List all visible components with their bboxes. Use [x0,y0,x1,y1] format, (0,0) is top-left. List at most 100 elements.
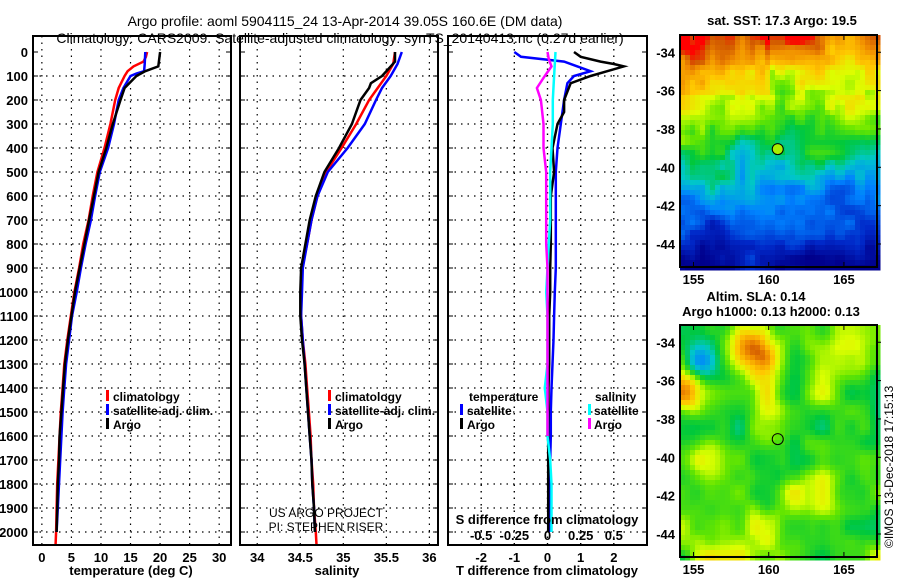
heatmap-cell [805,445,811,451]
heatmap-cell [860,50,866,56]
heatmap-cell [750,400,756,406]
heatmap-cell [685,550,691,556]
heatmap-cell [840,120,846,126]
heatmap-cell [685,60,691,66]
heatmap-cell [760,490,766,496]
legend-swatch-t-argo [460,418,463,429]
heatmap-cell [800,330,806,336]
heatmap-cell [685,510,691,516]
heatmap-cell [760,390,766,396]
y-tick-label: -38 [656,122,675,137]
heatmap-cell [730,185,736,191]
heatmap-cell [780,210,786,216]
legend-title-salinity: salinity [595,390,637,404]
heatmap-cell [835,325,841,331]
heatmap-cell [850,65,856,71]
x-tick-label: 36 [422,550,436,565]
heatmap-cell [755,400,761,406]
heatmap-cell [765,40,771,46]
heatmap-cell [835,250,841,256]
heatmap-cell [870,410,876,416]
heatmap-cell [690,360,696,366]
heatmap-cell [845,195,851,201]
heatmap-cell [850,370,856,376]
heatmap-cell [730,445,736,451]
heatmap-cell [720,450,726,456]
heatmap-cell [760,245,766,251]
heatmap-cell [725,345,731,351]
heatmap-cell [845,485,851,491]
heatmap-cell [790,360,796,366]
heatmap-cell [830,95,836,101]
heatmap-cell [825,190,831,196]
heatmap-cell [690,255,696,261]
heatmap-cell [795,240,801,246]
heatmap-cell [695,520,701,526]
heatmap-cell [850,330,856,336]
heatmap-cell [770,85,776,91]
temperature-xlabel: temperature (deg C) [69,563,193,578]
heatmap-cell [835,370,841,376]
heatmap-cell [745,550,751,556]
heatmap-cell [735,115,741,121]
heatmap-cell [755,205,761,211]
heatmap-cell [715,250,721,256]
heatmap-cell [840,75,846,81]
heatmap-cell [730,335,736,341]
heatmap-cell [855,230,861,236]
heatmap-cell [870,70,876,76]
heatmap-cell [735,60,741,66]
heatmap-cell [820,165,826,171]
project-credit-line1: US ARGO PROJECT [269,506,384,520]
heatmap-cell [690,435,696,441]
heatmap-cell [750,445,756,451]
heatmap-cell [750,500,756,506]
heatmap-cell [745,160,751,166]
heatmap-cell [745,75,751,81]
heatmap-cell [715,385,721,391]
heatmap-cell [720,215,726,221]
heatmap-cell [685,525,691,531]
heatmap-cell [835,170,841,176]
heatmap-cell [825,195,831,201]
heatmap-cell [815,360,821,366]
heatmap-cell [695,200,701,206]
heatmap-cell [810,170,816,176]
heatmap-cell [680,330,686,336]
heatmap-cell [865,110,871,116]
heatmap-cell [745,195,751,201]
heatmap-cell [765,345,771,351]
heatmap-cell [720,545,726,551]
heatmap-cell [740,35,746,41]
heatmap-cell [830,195,836,201]
heatmap-cell [780,520,786,526]
heatmap-cell [800,110,806,116]
heatmap-cell [680,375,686,381]
heatmap-cell [700,385,706,391]
heatmap-cell [680,60,686,66]
heatmap-cell [820,110,826,116]
heatmap-cell [860,205,866,211]
heatmap-cell [765,520,771,526]
heatmap-cell [855,50,861,56]
heatmap-cell [785,405,791,411]
heatmap-cell [865,65,871,71]
heatmap-cell [835,85,841,91]
heatmap-cell [815,170,821,176]
heatmap-cell [750,35,756,41]
heatmap-cell [830,390,836,396]
heatmap-cell [770,45,776,51]
heatmap-cell [825,450,831,456]
heatmap-cell [870,100,876,106]
heatmap-cell [735,100,741,106]
heatmap-cell [750,325,756,331]
heatmap-cell [685,210,691,216]
heatmap-cell [680,155,686,161]
heatmap-cell [705,60,711,66]
heatmap-cell [805,145,811,151]
heatmap-cell [785,545,791,551]
heatmap-cell [850,160,856,166]
heatmap-cell [695,215,701,221]
heatmap-cell [755,500,761,506]
heatmap-cell [850,255,856,261]
